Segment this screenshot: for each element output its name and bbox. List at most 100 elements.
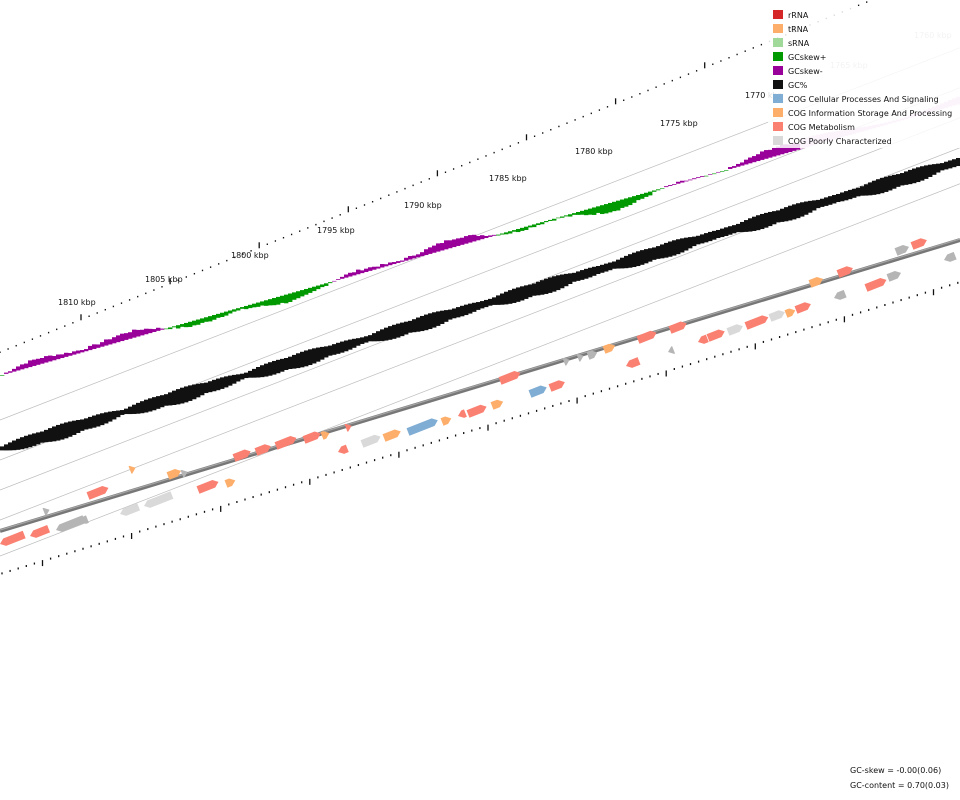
gc-skew-plus-bar xyxy=(520,227,525,231)
gc-skew-minus-bar xyxy=(156,327,161,331)
gc-skew-minus-bar xyxy=(416,254,421,258)
gc-content-bar xyxy=(640,250,645,265)
gene-arrow xyxy=(784,308,796,318)
gc-skew-plus-bar xyxy=(532,224,537,228)
gc-content-bar xyxy=(468,303,473,314)
gc-skew-minus-bar xyxy=(24,363,29,369)
gc-content-bar xyxy=(716,229,721,239)
gc-content-bar xyxy=(4,444,9,451)
gc-skew-minus-bar xyxy=(732,166,737,168)
gc-skew-minus-bar xyxy=(420,252,425,257)
gc-content-bar xyxy=(800,202,805,217)
gc-skew-minus-bar xyxy=(476,236,481,241)
gc-skew-minus-bar xyxy=(60,354,65,359)
gc-skew-plus-bar xyxy=(164,328,169,330)
gc-skew-plus-bar xyxy=(644,192,649,197)
gc-skew-plus-bar xyxy=(592,207,597,215)
gc-content-bar xyxy=(204,382,209,394)
gc-content-bar xyxy=(824,197,829,206)
gc-skew-minus-bar xyxy=(68,353,73,356)
gc-skew-plus-bar xyxy=(168,327,173,330)
gene-arrow xyxy=(744,315,769,330)
gc-content-bar xyxy=(84,418,89,430)
gc-content-bar xyxy=(720,228,725,238)
gc-content-bar xyxy=(768,211,773,227)
gc-content-bar xyxy=(364,336,369,343)
gc-skew-plus-bar xyxy=(264,300,269,306)
gene-arrow xyxy=(636,330,657,344)
gc-skew-plus-bar xyxy=(0,375,5,376)
legend-label: COG Information Storage And Processing xyxy=(788,109,952,118)
gc-skew-minus-bar xyxy=(344,274,349,278)
gene-arrow-shape xyxy=(128,465,136,474)
gc-content-bar xyxy=(740,221,745,233)
gc-content-bar xyxy=(340,341,345,353)
gene-arrow-shape xyxy=(180,469,188,478)
tick-label: 1770 kbp xyxy=(745,91,783,100)
gc-content-bar xyxy=(688,237,693,249)
gc-content-bar xyxy=(312,348,317,364)
gene-arrow-shape xyxy=(440,416,452,426)
gc-skew-minus-bar xyxy=(464,236,469,244)
gc-skew-plus-bar xyxy=(616,200,621,211)
gc-content-bar xyxy=(948,160,953,169)
gc-skew-plus-bar xyxy=(300,290,305,297)
gc-skew-plus-bar xyxy=(172,326,177,328)
gc-skew-minus-bar xyxy=(692,178,697,180)
gc-content-bar xyxy=(76,420,81,433)
gc-content-bar xyxy=(228,375,233,386)
gc-skew-plus-bar xyxy=(724,170,729,171)
gene-arrow xyxy=(144,491,174,508)
gc-content-bar xyxy=(308,349,313,366)
gc-skew-minus-bar xyxy=(700,176,705,177)
gc-content-bar xyxy=(140,401,145,414)
gc-skew-minus-bar xyxy=(56,354,61,360)
gc-skew-plus-bar xyxy=(304,288,309,295)
gc-content-bar xyxy=(192,384,197,400)
gene-arrow-shape xyxy=(528,385,547,398)
gc-content-bar xyxy=(324,346,329,358)
gc-content-bar xyxy=(724,227,729,236)
gc-content-bar xyxy=(648,248,653,262)
tick-label: 1800 kbp xyxy=(231,251,269,260)
gc-content-bar xyxy=(316,347,321,362)
gc-skew-minus-bar xyxy=(728,167,733,169)
gc-skew-plus-bar xyxy=(544,221,549,223)
gc-content-bar xyxy=(408,320,413,333)
gc-content-bar xyxy=(0,446,5,451)
legend-swatch xyxy=(773,136,783,145)
gene-arrow-shape xyxy=(668,346,676,354)
gc-skew-plus-bar xyxy=(496,234,501,236)
gc-content-bar xyxy=(336,342,341,354)
gene-arrow xyxy=(698,334,709,344)
gc-content-bar xyxy=(196,383,201,398)
gc-skew-minus-bar xyxy=(452,239,457,248)
gene-arrow xyxy=(42,507,50,516)
gene-arrow xyxy=(466,404,487,418)
legend-swatch xyxy=(773,122,783,131)
gc-content-bar xyxy=(680,238,685,253)
gc-skew-minus-bar xyxy=(384,264,389,267)
gc-content-bar xyxy=(844,191,849,201)
gc-content-bar xyxy=(44,429,49,443)
gene-arrow xyxy=(406,418,438,436)
gc-skew-plus-bar xyxy=(188,321,193,327)
gc-content-bar xyxy=(708,231,713,242)
legend-label: COG Poorly Characterized xyxy=(788,137,892,146)
gc-skew-minus-bar xyxy=(680,180,685,183)
gc-content-bar xyxy=(940,163,945,171)
gc-content-bar xyxy=(912,168,917,184)
gc-content-bar xyxy=(260,365,265,378)
gc-content-bar xyxy=(372,333,377,342)
gc-content-bar xyxy=(428,313,433,330)
gc-content-bar xyxy=(60,423,65,440)
gc-content-bar xyxy=(36,432,41,445)
gc-skew-plus-bar xyxy=(572,213,577,215)
gc-content-bar xyxy=(172,390,177,405)
gc-content-bar xyxy=(240,373,245,380)
gc-skew-minus-bar xyxy=(332,280,337,282)
gc-skew-stat: GC-skew = -0.00(0.06) xyxy=(850,766,941,775)
gc-skew-minus-bar xyxy=(460,237,465,245)
gene-arrow xyxy=(498,371,521,385)
gc-content-bar xyxy=(104,412,109,424)
